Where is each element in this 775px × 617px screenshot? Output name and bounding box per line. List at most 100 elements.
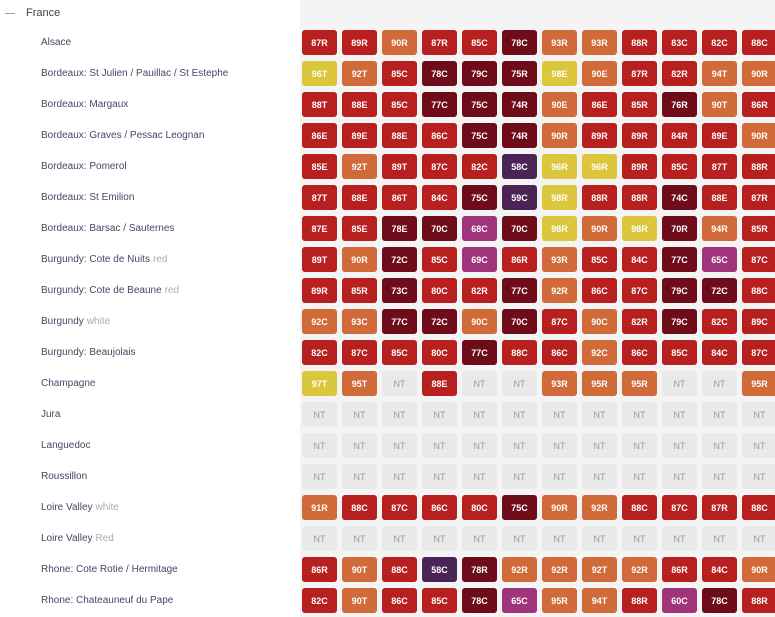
rating-cell[interactable]: 89R [582, 123, 617, 148]
row-label[interactable]: Burgundy: Cote de Beaune red [41, 285, 179, 296]
rating-cell[interactable]: 86C [582, 278, 617, 303]
rating-cell[interactable]: 92R [582, 495, 617, 520]
rating-cell[interactable]: 88R [742, 588, 775, 613]
not-tasted-cell[interactable]: NT [502, 433, 537, 458]
not-tasted-cell[interactable]: NT [662, 371, 697, 396]
rating-cell[interactable]: 88C [742, 30, 775, 55]
rating-cell[interactable]: 85R [342, 278, 377, 303]
not-tasted-cell[interactable]: NT [542, 402, 577, 427]
not-tasted-cell[interactable]: NT [462, 371, 497, 396]
not-tasted-cell[interactable]: NT [622, 433, 657, 458]
not-tasted-cell[interactable]: NT [702, 526, 737, 551]
not-tasted-cell[interactable]: NT [582, 433, 617, 458]
not-tasted-cell[interactable]: NT [622, 464, 657, 489]
rating-cell[interactable]: 87R [742, 185, 775, 210]
rating-cell[interactable]: 96T [302, 61, 337, 86]
rating-cell[interactable]: 87C [542, 309, 577, 334]
rating-cell[interactable]: 88C [342, 495, 377, 520]
rating-cell[interactable]: 86E [302, 123, 337, 148]
rating-cell[interactable]: 87C [382, 495, 417, 520]
row-label[interactable]: Roussillon [41, 471, 87, 482]
rating-cell[interactable]: 94T [702, 61, 737, 86]
rating-cell[interactable]: 90R [742, 61, 775, 86]
rating-cell[interactable]: 89E [702, 123, 737, 148]
rating-cell[interactable]: 89T [302, 247, 337, 272]
rating-cell[interactable]: 82C [302, 588, 337, 613]
rating-cell[interactable]: 96R [582, 154, 617, 179]
not-tasted-cell[interactable]: NT [462, 402, 497, 427]
not-tasted-cell[interactable]: NT [662, 402, 697, 427]
not-tasted-cell[interactable]: NT [742, 402, 775, 427]
rating-cell[interactable]: 86T [382, 185, 417, 210]
rating-cell[interactable]: 77C [422, 92, 457, 117]
rating-cell[interactable]: 85C [582, 247, 617, 272]
not-tasted-cell[interactable]: NT [742, 464, 775, 489]
rating-cell[interactable]: 95R [622, 371, 657, 396]
rating-cell[interactable]: 90R [742, 123, 775, 148]
rating-cell[interactable]: 87C [622, 278, 657, 303]
rating-cell[interactable]: 93C [342, 309, 377, 334]
rating-cell[interactable]: 90E [582, 61, 617, 86]
rating-cell[interactable]: 70C [502, 216, 537, 241]
rating-cell[interactable]: 77C [502, 278, 537, 303]
rating-cell[interactable]: 86R [742, 92, 775, 117]
rating-cell[interactable]: 70R [662, 216, 697, 241]
row-label[interactable]: Languedoc [41, 440, 91, 451]
rating-cell[interactable]: 72C [702, 278, 737, 303]
not-tasted-cell[interactable]: NT [542, 433, 577, 458]
not-tasted-cell[interactable]: NT [422, 526, 457, 551]
not-tasted-cell[interactable]: NT [742, 526, 775, 551]
rating-cell[interactable]: 89R [302, 278, 337, 303]
row-label[interactable]: Bordeaux: Graves / Pessac Leognan [41, 130, 204, 141]
rating-cell[interactable]: 58C [502, 154, 537, 179]
not-tasted-cell[interactable]: NT [622, 402, 657, 427]
rating-cell[interactable]: 95R [582, 371, 617, 396]
rating-cell[interactable]: 97T [302, 371, 337, 396]
rating-cell[interactable]: 90R [542, 495, 577, 520]
rating-cell[interactable]: 70C [502, 309, 537, 334]
rating-cell[interactable]: 86C [382, 588, 417, 613]
rating-cell[interactable]: 82C [702, 30, 737, 55]
rating-cell[interactable]: 69C [462, 247, 497, 272]
rating-cell[interactable]: 87C [662, 495, 697, 520]
not-tasted-cell[interactable]: NT [422, 464, 457, 489]
not-tasted-cell[interactable]: NT [382, 371, 417, 396]
rating-cell[interactable]: 86C [542, 340, 577, 365]
rating-cell[interactable]: 88R [622, 185, 657, 210]
not-tasted-cell[interactable]: NT [502, 402, 537, 427]
rating-cell[interactable]: 82C [702, 309, 737, 334]
rating-cell[interactable]: 93R [542, 371, 577, 396]
row-label[interactable]: Bordeaux: Barsac / Sauternes [41, 223, 174, 234]
rating-cell[interactable]: 75C [462, 123, 497, 148]
rating-cell[interactable]: 92T [582, 557, 617, 582]
rating-cell[interactable]: 90R [542, 123, 577, 148]
rating-cell[interactable]: 88E [342, 92, 377, 117]
rating-cell[interactable]: 90T [342, 557, 377, 582]
rating-cell[interactable]: 82C [462, 154, 497, 179]
rating-cell[interactable]: 74R [502, 123, 537, 148]
not-tasted-cell[interactable]: NT [582, 526, 617, 551]
not-tasted-cell[interactable]: NT [382, 433, 417, 458]
rating-cell[interactable]: 78R [462, 557, 497, 582]
rating-cell[interactable]: 92T [342, 61, 377, 86]
rating-cell[interactable]: 77C [662, 247, 697, 272]
rating-cell[interactable]: 89R [622, 123, 657, 148]
rating-cell[interactable]: 65C [702, 247, 737, 272]
rating-cell[interactable]: 88C [742, 278, 775, 303]
not-tasted-cell[interactable]: NT [502, 371, 537, 396]
rating-cell[interactable]: 89T [382, 154, 417, 179]
rating-cell[interactable]: 90R [742, 557, 775, 582]
rating-cell[interactable]: 93R [582, 30, 617, 55]
rating-cell[interactable]: 80C [422, 278, 457, 303]
rating-cell[interactable]: 88C [502, 340, 537, 365]
rating-cell[interactable]: 87T [702, 154, 737, 179]
not-tasted-cell[interactable]: NT [382, 526, 417, 551]
row-label[interactable]: Jura [41, 409, 60, 420]
rating-cell[interactable]: 86C [422, 495, 457, 520]
not-tasted-cell[interactable]: NT [582, 402, 617, 427]
row-label[interactable]: Burgundy: Beaujolais [41, 347, 136, 358]
rating-cell[interactable]: 94R [702, 216, 737, 241]
rating-cell[interactable]: 87R [302, 30, 337, 55]
rating-cell[interactable]: 75R [502, 61, 537, 86]
rating-cell[interactable]: 85E [302, 154, 337, 179]
